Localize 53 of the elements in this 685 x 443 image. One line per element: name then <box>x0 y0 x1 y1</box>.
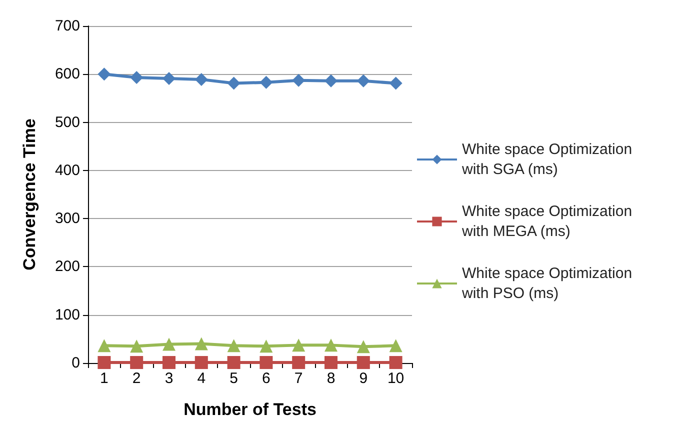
point <box>260 340 273 353</box>
point <box>98 356 111 370</box>
y-tick-label: 100 <box>54 306 80 324</box>
point <box>98 339 111 352</box>
point <box>292 338 306 352</box>
point <box>227 356 240 370</box>
y-tick-label: 500 <box>54 114 80 131</box>
point <box>227 76 240 90</box>
x-tick-label: 3 <box>164 370 174 387</box>
legend-label: White space Optimization with MEGA (ms) <box>461 203 636 240</box>
x-tick-label: 10 <box>387 370 404 387</box>
x-tick-label: 5 <box>230 370 238 387</box>
point <box>260 356 273 370</box>
x-tick-label: 2 <box>132 370 141 387</box>
point <box>356 340 370 354</box>
point <box>130 71 144 84</box>
x-tick-label: 7 <box>294 370 303 387</box>
x-tick-label: 4 <box>197 370 206 387</box>
legend-label: White space Optimization with SGA (ms) <box>461 141 636 178</box>
point <box>356 356 370 370</box>
legend-label: White space Optimization with PSO (ms) <box>461 265 636 302</box>
x-tick-label: 6 <box>262 370 270 387</box>
y-tick-label: 0 <box>72 354 80 372</box>
point <box>162 356 176 370</box>
point <box>324 74 338 88</box>
point <box>194 72 208 86</box>
point <box>389 356 402 370</box>
x-axis-title: Number of Tests <box>184 400 316 419</box>
point <box>389 339 402 352</box>
y-tick-label: 600 <box>54 66 80 83</box>
point <box>227 339 240 352</box>
point <box>292 356 306 370</box>
point <box>292 74 306 87</box>
point <box>194 356 208 370</box>
point <box>324 356 338 370</box>
x-tick-label: 9 <box>359 370 368 387</box>
y-axis-title: Convergence Time <box>20 118 39 270</box>
point <box>194 337 208 350</box>
y-tick-label: 200 <box>54 258 80 276</box>
point <box>98 68 111 81</box>
x-tick-label: 8 <box>326 370 336 387</box>
point <box>130 356 144 370</box>
point <box>324 338 338 352</box>
y-tick-label: 400 <box>54 162 80 179</box>
x-tick-label: 1 <box>100 370 108 387</box>
point <box>162 72 176 85</box>
point <box>130 340 144 353</box>
point <box>260 76 273 89</box>
point <box>389 76 402 90</box>
y-tick-label: 700 <box>54 18 80 34</box>
point <box>356 74 370 88</box>
point <box>162 338 176 351</box>
y-tick-label: 300 <box>54 210 80 228</box>
